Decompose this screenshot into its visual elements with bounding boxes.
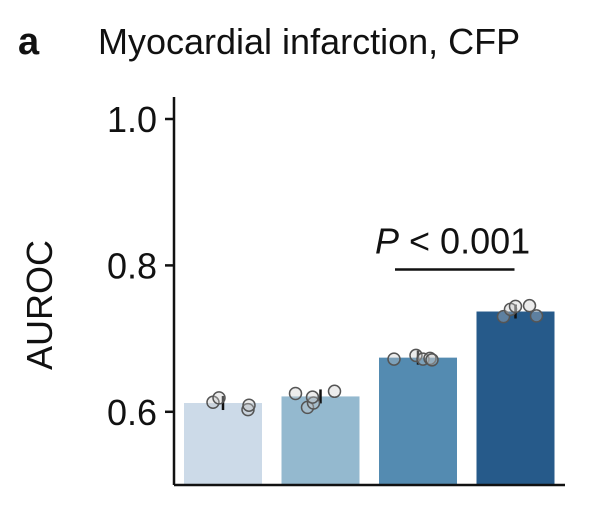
y-tick-label: 0.8: [107, 245, 157, 286]
plot-area: 0.6 0.8 1.0 P < 0.001: [107, 97, 565, 487]
data-point: [242, 398, 256, 412]
data-point: [327, 384, 342, 399]
significance-annotation: P < 0.001: [375, 220, 530, 261]
data-point: [387, 352, 401, 366]
data-point: [212, 391, 226, 405]
bar-1: [184, 403, 262, 485]
y-axis-label: AUROC: [19, 240, 60, 370]
data-point: [522, 298, 537, 313]
data-point: [288, 386, 303, 401]
data-point: [508, 299, 523, 314]
data-point: [425, 353, 439, 367]
data-point: [529, 309, 544, 323]
data-point: [305, 390, 320, 404]
y-tick-label: 0.6: [107, 392, 157, 433]
bar-3: [379, 357, 457, 485]
chart-title: Myocardial infarction, CFP: [98, 21, 520, 62]
bar-2: [281, 396, 360, 485]
data-point: [409, 348, 423, 363]
y-tick-label: 1.0: [107, 99, 157, 140]
bar-4: [476, 311, 555, 485]
panel-label: a: [18, 21, 40, 63]
